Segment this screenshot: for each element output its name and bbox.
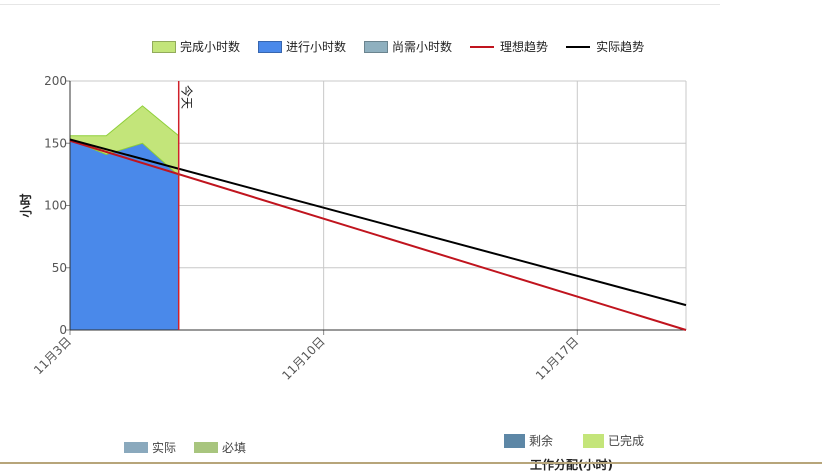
legend-swatch-in-progress xyxy=(258,40,283,53)
work-assignment-title: 工作分配(小时) xyxy=(530,458,613,472)
legend-label-done-work: 已完成 xyxy=(608,434,645,448)
y-tick-label: 100 xyxy=(44,199,67,213)
legend-label-remaining: 尚需小时数 xyxy=(392,40,453,54)
legend-item-remaining-work[interactable]: 剩余 xyxy=(504,432,553,449)
legend-item-done-work[interactable]: 已完成 xyxy=(583,432,644,449)
y-tick-label: 150 xyxy=(44,136,67,150)
x-tick-label: 11月17日 xyxy=(533,334,581,382)
legend-swatch-ideal-trend xyxy=(470,45,495,48)
legend-swatch-remaining-work xyxy=(504,433,525,448)
area-layer xyxy=(69,105,180,331)
legend-item-required[interactable]: 必填 xyxy=(194,439,246,456)
legend-swatch-done-work xyxy=(583,433,605,448)
chart-legend: 完成小时数 进行小时数 尚需小时数 理想趋势 实际趋势 xyxy=(152,38,662,55)
y-tick-label: 0 xyxy=(59,323,67,337)
y-tick-label: 200 xyxy=(44,74,67,88)
legend-swatch-remaining xyxy=(364,40,389,53)
legend-label-required: 必填 xyxy=(222,441,247,455)
line-ideal-trend xyxy=(69,139,687,331)
legend-swatch-actual xyxy=(124,442,148,453)
legend-label-actual: 实际 xyxy=(152,441,177,455)
x-tick-label: 11月3日 xyxy=(31,334,74,377)
legend-label-completed: 完成小时数 xyxy=(180,40,241,54)
today-marker-label: 今天 xyxy=(180,85,195,109)
legend-swatch-actual-trend xyxy=(566,45,591,48)
area-in-progress xyxy=(69,138,180,331)
legend-item-in-progress[interactable]: 进行小时数 xyxy=(258,38,346,55)
legend-label-in-progress: 进行小时数 xyxy=(286,40,347,54)
legend-item-completed[interactable]: 完成小时数 xyxy=(152,38,240,55)
secondary-legend: 实际 必填 xyxy=(124,439,264,456)
legend-swatch-completed xyxy=(152,40,176,53)
line-layer xyxy=(69,81,687,331)
legend-label-ideal-trend: 理想趋势 xyxy=(500,40,549,54)
line-actual-trend xyxy=(69,138,687,307)
legend-item-actual-trend[interactable]: 实际趋势 xyxy=(566,38,644,55)
legend-label-actual-trend: 实际趋势 xyxy=(596,40,645,54)
legend-swatch-required xyxy=(194,442,219,453)
bottom-edge xyxy=(0,462,822,464)
legend-label-remaining-work: 剩余 xyxy=(529,434,554,448)
axis-layer xyxy=(65,80,686,335)
y-axis-label: 小时 xyxy=(18,193,33,217)
work-legend: 剩余 已完成 xyxy=(504,432,674,449)
legend-item-ideal-trend[interactable]: 理想趋势 xyxy=(470,38,548,55)
x-tick-label: 11月10日 xyxy=(279,334,327,382)
legend-item-actual[interactable]: 实际 xyxy=(124,439,176,456)
y-tick-label: 50 xyxy=(52,261,67,275)
top-divider xyxy=(0,4,720,5)
legend-item-remaining[interactable]: 尚需小时数 xyxy=(364,38,452,55)
